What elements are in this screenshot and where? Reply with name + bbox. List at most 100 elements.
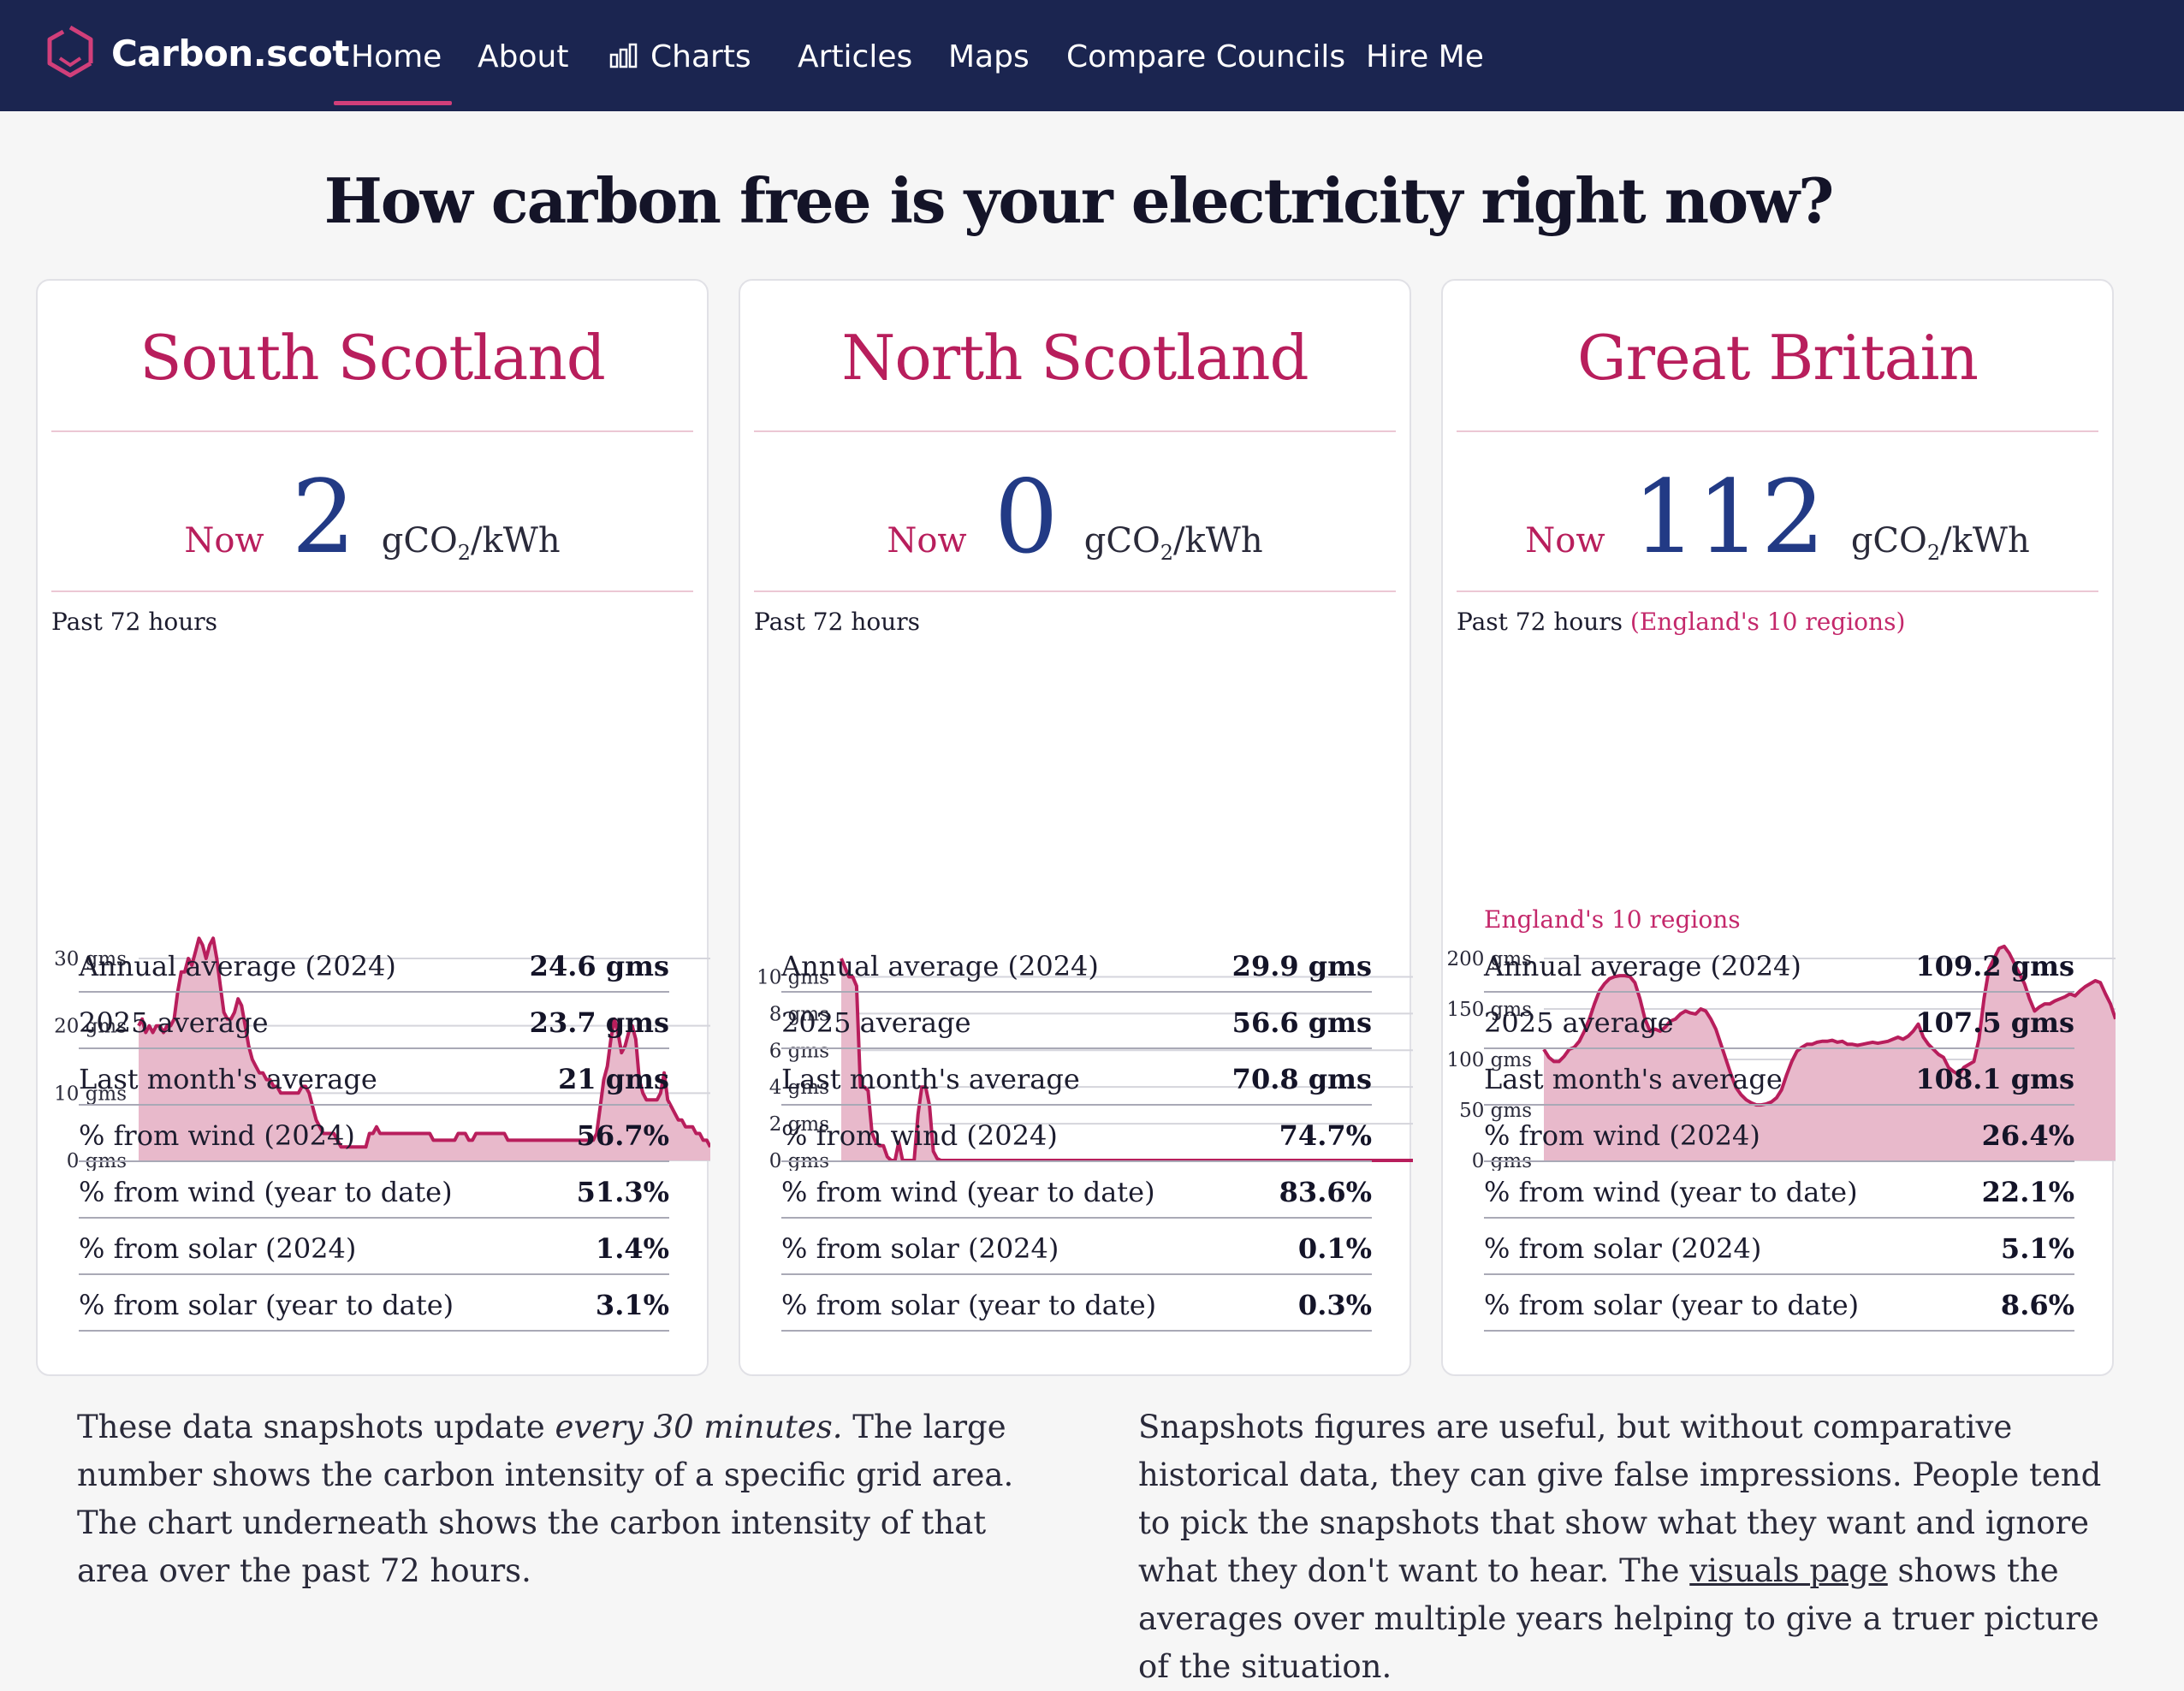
stat-value: 51.3% — [576, 1176, 669, 1208]
stat-value: 108.1 gms — [1915, 1063, 2074, 1095]
stat-label: % from solar (2024) — [79, 1232, 357, 1265]
stat-label: Annual average (2024) — [781, 950, 1099, 982]
unit-label: gCO2/kWh — [381, 521, 561, 565]
stat-row: Last month's average 108.1 gms — [1484, 1051, 2074, 1106]
y-tick-label: 10 gms — [757, 966, 829, 988]
nav-maps[interactable]: Maps — [948, 39, 1030, 74]
stats-table: Annual average (2024) 29.9 gms 2025 avera… — [781, 938, 1372, 1333]
stat-row: 2025 average 56.6 gms — [781, 994, 1372, 1049]
nav-home[interactable]: Home — [351, 39, 442, 74]
stat-value: 0.3% — [1297, 1289, 1372, 1321]
divider — [1457, 590, 2098, 592]
brand-link[interactable]: Carbon.scot — [111, 33, 349, 74]
stat-label: % from wind (year to date) — [781, 1176, 1155, 1208]
stat-value: 74.7% — [1279, 1119, 1372, 1152]
nav-compare-councils[interactable]: Compare Councils — [1066, 39, 1346, 74]
stat-label: Annual average (2024) — [79, 950, 396, 982]
now-label: Now — [1525, 521, 1605, 561]
context-paragraph: Snapshots figures are useful, but withou… — [1138, 1409, 2102, 1685]
stat-row: Last month's average 70.8 gms — [781, 1051, 1372, 1106]
region-card-great-britain: Great Britain Now 112 gCO2/kWh Past 72 hou… — [1441, 279, 2116, 1376]
stat-row: % from wind (year to date) 51.3% — [79, 1164, 669, 1219]
hexagon-logo-icon[interactable] — [45, 24, 96, 86]
y-tick-label: 6 gms — [769, 1040, 829, 1062]
past-72-hours-label: Past 72 hours — [51, 608, 218, 636]
stats-table: Annual average (2024) 24.6 gms 2025 avera… — [79, 938, 669, 1333]
stat-row: % from wind (2024) 26.4% — [1484, 1107, 2074, 1162]
stat-label: Last month's average — [79, 1063, 377, 1095]
stat-label: % from solar (year to date) — [1484, 1289, 1860, 1321]
stat-row: % from solar (2024) 1.4% — [79, 1220, 669, 1275]
stats-table: Annual average (2024) 109.2 gms 2025 aver… — [1484, 938, 2074, 1333]
stat-label: % from wind (year to date) — [1484, 1176, 1858, 1208]
stat-label: Annual average (2024) — [1484, 950, 1801, 982]
stat-row: % from solar (2024) 0.1% — [781, 1220, 1372, 1275]
divider — [1457, 430, 2098, 432]
stat-value: 24.6 gms — [529, 950, 669, 982]
intensity-line — [1542, 944, 2116, 1107]
stat-label: % from wind (2024) — [1484, 1119, 1760, 1152]
stat-value: 70.8 gms — [1231, 1063, 1372, 1095]
past-72-hours-label: Past 72 hours — [754, 608, 921, 636]
stat-label: % from solar (2024) — [1484, 1232, 1762, 1265]
stat-label: Last month's average — [1484, 1063, 1783, 1095]
stat-value: 29.9 gms — [1231, 950, 1372, 982]
divider — [51, 430, 693, 432]
stat-label: % from wind (2024) — [79, 1119, 355, 1152]
explanation-paragraph: These data snapshots update every 30 min… — [77, 1409, 1014, 1589]
stat-row: % from solar (year to date) 0.3% — [781, 1277, 1372, 1332]
stat-label: 2025 average — [781, 1006, 971, 1039]
past-72-hours-label: Past 72 hours (England's 10 regions) — [1457, 608, 1906, 636]
stat-label: 2025 average — [79, 1006, 269, 1039]
stat-value: 56.7% — [576, 1119, 669, 1152]
card-title: South Scotland — [139, 322, 606, 394]
stat-row: % from wind (2024) 74.7% — [781, 1107, 1372, 1162]
y-tick-label: 10 gms — [54, 1083, 127, 1105]
bar-chart-icon — [609, 43, 638, 68]
stat-label: % from solar (2024) — [781, 1232, 1059, 1265]
nav-hire-me[interactable]: Hire Me — [1366, 39, 1484, 74]
stat-value: 107.5 gms — [1915, 1006, 2074, 1039]
intensity-area — [1544, 946, 2116, 1160]
stat-value: 1.4% — [595, 1232, 669, 1265]
nav-charts[interactable]: Charts — [609, 39, 751, 74]
stat-row: % from solar (year to date) 8.6% — [1484, 1277, 2074, 1332]
stat-row: % from wind (year to date) 83.6% — [781, 1164, 1372, 1219]
visuals-page-link[interactable]: visuals page — [1689, 1552, 1888, 1589]
nav-articles[interactable]: Articles — [798, 39, 913, 74]
y-tick-label: 30 gms — [54, 948, 127, 970]
past-72-hours-note: (England's 10 regions) — [1629, 608, 1906, 636]
now-label: Now — [887, 521, 967, 561]
y-tick-label: 8 gms — [769, 1003, 829, 1025]
stat-row: % from solar (2024) 5.1% — [1484, 1220, 2074, 1275]
card-title: North Scotland — [841, 322, 1309, 394]
stat-value: 22.1% — [1981, 1176, 2074, 1208]
stat-label: % from wind (2024) — [781, 1119, 1058, 1152]
stat-row: % from solar (year to date) 3.1% — [79, 1277, 669, 1332]
stat-value: 56.6 gms — [1231, 1006, 1372, 1039]
stat-row: Annual average (2024) 29.9 gms — [781, 938, 1372, 993]
stat-value: 109.2 gms — [1915, 950, 2074, 982]
y-tick-label: 4 gms — [769, 1077, 829, 1099]
stat-label: % from solar (year to date) — [79, 1289, 454, 1321]
intensity-line — [137, 936, 710, 1149]
current-intensity: Now 0 gCO2/kWh — [740, 448, 1410, 585]
stat-value: 23.7 gms — [529, 1006, 669, 1039]
stat-value: 3.1% — [595, 1289, 669, 1321]
stat-row: % from wind (year to date) 22.1% — [1484, 1164, 2074, 1219]
stat-row: 2025 average 23.7 gms — [79, 994, 669, 1049]
nav-charts-label: Charts — [650, 39, 751, 74]
divider — [754, 590, 1396, 592]
now-label: Now — [184, 521, 264, 561]
stat-row: 2025 average 107.5 gms — [1484, 994, 2074, 1049]
stat-value: 26.4% — [1981, 1119, 2074, 1152]
stat-row: Annual average (2024) 109.2 gms — [1484, 938, 2074, 993]
stat-label: Last month's average — [781, 1063, 1080, 1095]
stat-value: 21 gms — [558, 1063, 669, 1095]
stat-row: % from wind (2024) 56.7% — [79, 1107, 669, 1162]
nav-about[interactable]: About — [478, 39, 569, 74]
y-tick-label: 200 gms — [1446, 948, 1532, 970]
stat-label: % from solar (year to date) — [781, 1289, 1157, 1321]
stat-value: 5.1% — [2000, 1232, 2074, 1265]
y-tick-label: 150 gms — [1446, 999, 1532, 1021]
